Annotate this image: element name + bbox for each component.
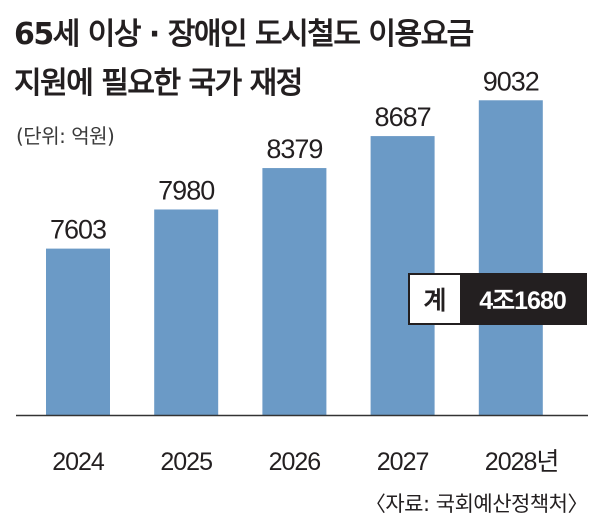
value-label-2024: 7603 <box>50 215 106 245</box>
value-label-2027: 8687 <box>375 102 431 132</box>
value-label-2025: 7980 <box>158 175 214 205</box>
total-label: 계 <box>410 275 460 323</box>
x-tick-label-2025: 2025 <box>160 448 212 476</box>
bar-2028년 <box>478 100 543 416</box>
value-label-2028년: 9032 <box>483 66 539 96</box>
bars-group <box>46 100 543 416</box>
chart-title-line-2: 지원에 필요한 국가 재정 <box>14 66 303 101</box>
x-tick-label-2026: 2026 <box>269 448 321 476</box>
total-value: 4조1680 <box>460 275 585 323</box>
x-tick-label-2028년: 2028년 <box>485 448 559 476</box>
bar-2024 <box>46 248 110 415</box>
value-label-2026: 8379 <box>266 134 322 164</box>
total-badge: 계 4조1680 <box>408 273 587 325</box>
source-note: 〈자료: 국회예산정책처〉 <box>364 492 589 516</box>
chart-title-line-1: 65세 이상 · 장애인 도시철도 이용요금 <box>14 17 474 52</box>
value-labels-group: 7603 7980 8379 8687 9032 <box>50 66 540 245</box>
bar-2025 <box>154 209 219 415</box>
x-tick-label-2024: 2024 <box>52 448 105 476</box>
unit-label: (단위: 억원) <box>16 124 115 148</box>
bar-2026 <box>262 168 327 415</box>
x-tick-labels-group: 2024 2025 2026 2027 2028년 <box>52 448 559 476</box>
x-tick-label-2027: 2027 <box>377 448 429 476</box>
